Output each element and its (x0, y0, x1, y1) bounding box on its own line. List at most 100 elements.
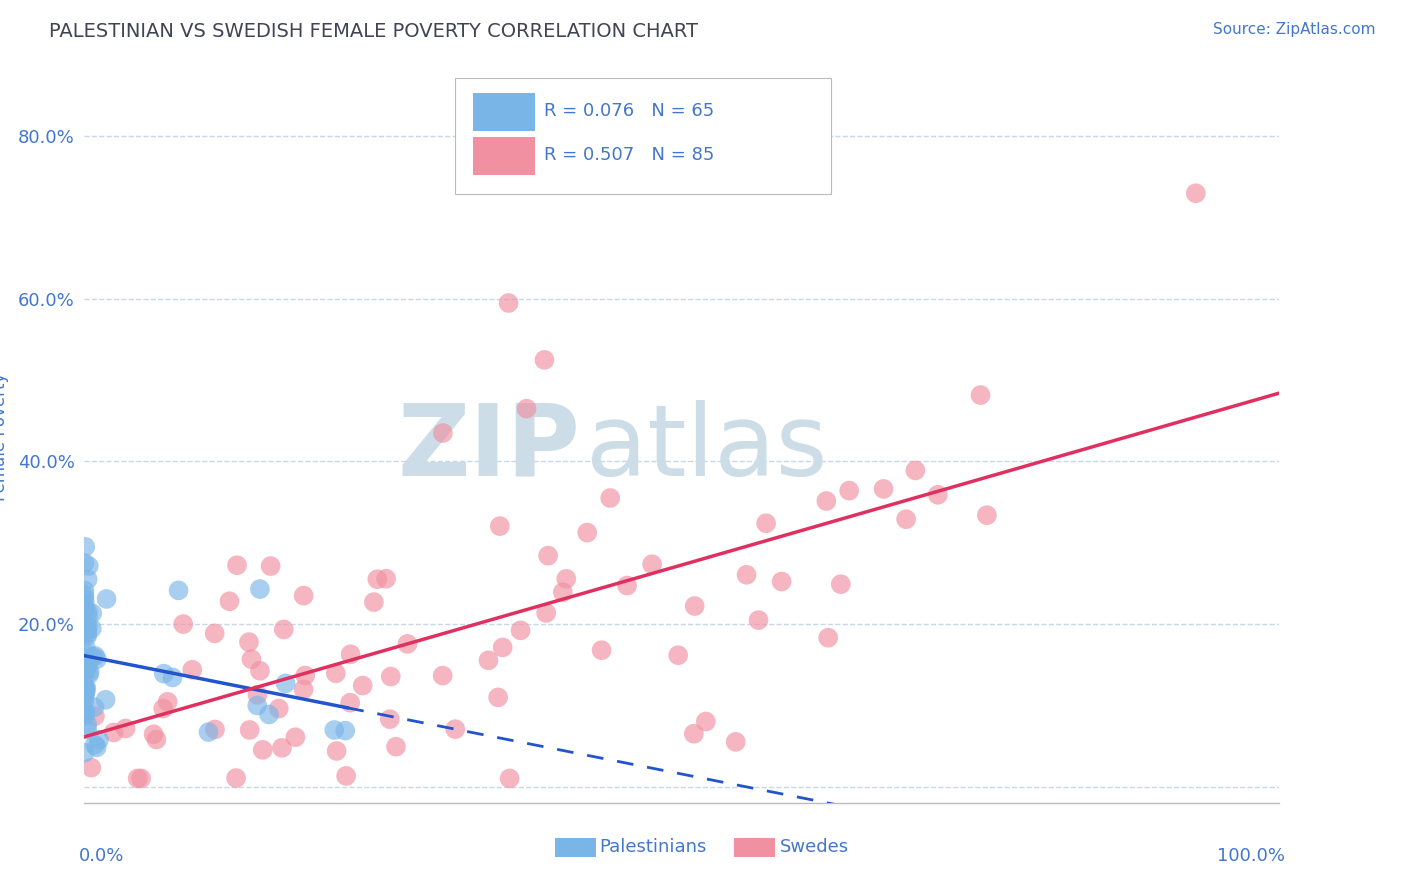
Point (87, 732, 110, 747)
Point (73, 601, 96, 615)
FancyBboxPatch shape (472, 94, 534, 131)
Point (246, 688, 269, 702)
Point (385, 739, 408, 754)
Point (218, 594, 240, 608)
Text: PALESTINIAN VS SWEDISH FEMALE POVERTY CORRELATION CHART: PALESTINIAN VS SWEDISH FEMALE POVERTY CO… (49, 22, 699, 41)
Point (683, 599, 706, 613)
Point (294, 668, 316, 682)
Point (927, 488, 949, 502)
FancyBboxPatch shape (734, 838, 775, 857)
Point (325, 744, 347, 758)
Point (94, 692, 117, 706)
Point (73, 657, 96, 672)
Point (274, 676, 297, 690)
Point (498, 296, 520, 310)
Point (509, 624, 531, 638)
Point (477, 653, 499, 667)
Point (735, 567, 758, 582)
Point (225, 771, 247, 785)
Point (683, 727, 706, 741)
Point (747, 613, 769, 627)
Point (204, 723, 226, 737)
Point (894, 512, 917, 526)
Point (75, 708, 97, 723)
Point (666, 648, 689, 663)
Point (76, 660, 98, 674)
Point (77, 559, 100, 574)
Point (76, 624, 98, 638)
Point (724, 735, 747, 749)
Point (73, 690, 96, 704)
Point (82, 607, 104, 621)
Point (323, 723, 346, 737)
Point (240, 652, 263, 666)
Point (339, 647, 361, 661)
Point (259, 559, 281, 574)
Point (976, 508, 998, 523)
Point (197, 725, 219, 739)
Point (239, 723, 262, 737)
Point (904, 463, 927, 477)
Point (73, 646, 96, 660)
Point (156, 695, 179, 709)
Point (153, 666, 176, 681)
Text: ZIP: ZIP (398, 400, 581, 497)
Point (257, 707, 280, 722)
Point (267, 701, 290, 715)
Point (363, 595, 385, 609)
Point (1185, 186, 1208, 201)
Point (73, 556, 96, 570)
Point (616, 578, 638, 592)
Point (73, 658, 96, 673)
Point (838, 483, 860, 498)
Text: atlas: atlas (586, 400, 828, 497)
Point (75, 685, 97, 699)
Point (352, 679, 374, 693)
Point (273, 623, 295, 637)
Point (238, 635, 260, 649)
Point (339, 696, 361, 710)
Text: 100.0%: 100.0% (1218, 847, 1285, 864)
Point (145, 732, 167, 747)
Point (396, 637, 419, 651)
Text: R = 0.507   N = 85: R = 0.507 N = 85 (544, 145, 714, 164)
Point (271, 740, 294, 755)
Point (73, 662, 96, 676)
Point (79, 665, 101, 679)
Point (599, 491, 621, 505)
Point (103, 725, 125, 739)
Text: Swedes: Swedes (780, 838, 849, 855)
Point (551, 585, 574, 599)
Point (76, 656, 98, 670)
Point (75, 654, 97, 668)
Point (80, 622, 103, 636)
Point (114, 722, 136, 736)
Point (127, 772, 149, 786)
Point (488, 519, 510, 533)
FancyBboxPatch shape (456, 78, 831, 194)
Point (378, 712, 401, 726)
Point (73, 604, 96, 618)
Y-axis label: Female Poverty: Female Poverty (0, 373, 10, 501)
Point (432, 425, 454, 440)
Point (75, 641, 97, 656)
Point (432, 668, 454, 682)
Point (498, 772, 520, 786)
Point (695, 714, 717, 729)
Point (181, 663, 204, 677)
Point (246, 698, 269, 713)
FancyBboxPatch shape (472, 137, 534, 175)
Point (335, 769, 357, 783)
Point (77, 609, 100, 624)
FancyBboxPatch shape (555, 838, 596, 857)
Point (249, 582, 271, 596)
Point (75, 651, 97, 665)
Point (576, 525, 599, 540)
Point (75, 618, 97, 632)
Point (73, 665, 96, 680)
Point (84, 709, 107, 723)
Point (444, 722, 467, 736)
Point (969, 388, 991, 402)
Point (172, 617, 194, 632)
Point (73, 596, 96, 610)
